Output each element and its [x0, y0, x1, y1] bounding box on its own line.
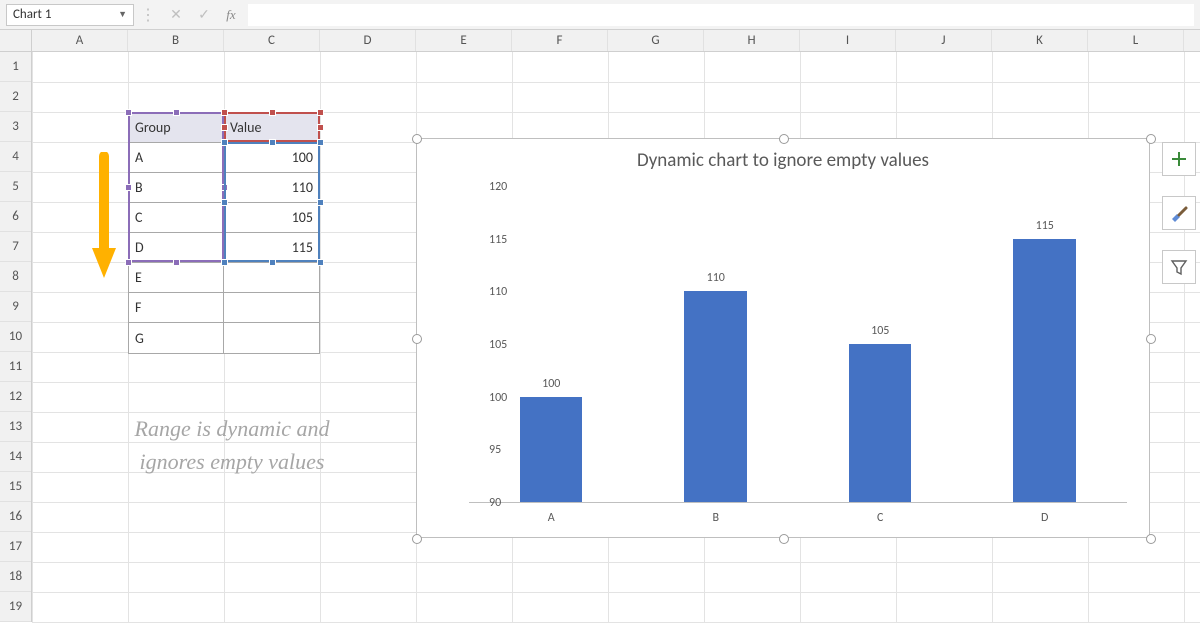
chart-filter-funnel-icon[interactable] [1162, 250, 1196, 284]
row-headers: 12345678910111213141516171819 [0, 52, 32, 622]
chart-resize-handle[interactable] [412, 334, 422, 344]
chart-bar[interactable] [684, 291, 747, 502]
row-header[interactable]: 11 [0, 352, 31, 382]
table-row: A100 [129, 143, 319, 173]
x-category-label: B [712, 511, 719, 525]
row-header[interactable]: 6 [0, 202, 31, 232]
row-header[interactable]: 16 [0, 502, 31, 532]
y-tick-label: 110 [489, 285, 507, 299]
bar-data-label: 110 [707, 271, 725, 285]
chevron-down-icon[interactable]: ▼ [118, 9, 127, 20]
arrow-down-annotation [88, 152, 120, 282]
row-header[interactable]: 2 [0, 82, 31, 112]
name-box[interactable]: Chart 1 ▼ [6, 4, 134, 26]
y-tick-label: 100 [489, 391, 507, 405]
table-cell[interactable]: 105 [224, 203, 319, 233]
table-row: F [129, 293, 319, 323]
table-row: E [129, 263, 319, 293]
chart-bar[interactable] [849, 344, 912, 502]
column-header[interactable]: K [992, 30, 1088, 51]
table-cell[interactable]: 100 [224, 143, 319, 173]
row-header[interactable]: 7 [0, 232, 31, 262]
row-header[interactable]: 15 [0, 472, 31, 502]
bar-data-label: 105 [871, 324, 889, 338]
row-header[interactable]: 1 [0, 52, 31, 82]
row-header[interactable]: 9 [0, 292, 31, 322]
row-header[interactable]: 19 [0, 592, 31, 622]
chart-resize-handle[interactable] [1146, 134, 1156, 144]
table-header-group: Group [129, 113, 224, 143]
divider: ⋮ [134, 5, 162, 25]
column-header[interactable]: G [608, 30, 704, 51]
column-header[interactable]: D [320, 30, 416, 51]
table-cell[interactable]: C [129, 203, 224, 233]
chart-resize-handle[interactable] [412, 534, 422, 544]
chart-resize-handle[interactable] [779, 134, 789, 144]
fx-icon[interactable]: fx [218, 7, 244, 23]
table-cell[interactable] [224, 293, 319, 323]
row-header[interactable]: 12 [0, 382, 31, 412]
row-header[interactable]: 10 [0, 322, 31, 352]
row-header[interactable]: 5 [0, 172, 31, 202]
row-header[interactable]: 8 [0, 262, 31, 292]
row-header[interactable]: 3 [0, 112, 31, 142]
sheet-body: 12345678910111213141516171819 GroupValue… [0, 52, 1200, 622]
column-header[interactable]: B [128, 30, 224, 51]
y-tick-label: 95 [489, 443, 501, 457]
table-cell[interactable]: E [129, 263, 224, 293]
y-tick-label: 115 [489, 233, 507, 247]
column-header[interactable]: C [224, 30, 320, 51]
chart-resize-handle[interactable] [412, 134, 422, 144]
table-row: C105 [129, 203, 319, 233]
formula-input[interactable] [248, 4, 1194, 26]
y-tick-label: 105 [489, 338, 507, 352]
chart-object[interactable]: Dynamic chart to ignore empty values 100… [416, 138, 1150, 538]
table-cell[interactable] [224, 323, 319, 353]
column-header[interactable]: E [416, 30, 512, 51]
table-cell[interactable]: 110 [224, 173, 319, 203]
cell-grid[interactable]: GroupValueA100B110C105D115EFG Range is d… [32, 52, 1200, 622]
table-cell[interactable]: B [129, 173, 224, 203]
chart-resize-handle[interactable] [779, 534, 789, 544]
x-category-label: C [877, 511, 883, 525]
x-category-label: D [1041, 511, 1048, 525]
name-box-value: Chart 1 [13, 7, 51, 22]
row-header[interactable]: 14 [0, 442, 31, 472]
column-header[interactable]: J [896, 30, 992, 51]
select-all-corner[interactable] [0, 30, 32, 51]
table-row: G [129, 323, 319, 353]
column-header[interactable]: H [704, 30, 800, 51]
chart-bar[interactable] [1013, 239, 1076, 502]
cancel-icon[interactable]: ✕ [162, 6, 190, 23]
table-cell[interactable] [224, 263, 319, 293]
bar-data-label: 115 [1036, 219, 1054, 233]
table-cell[interactable]: F [129, 293, 224, 323]
chart-bar[interactable] [520, 397, 583, 502]
data-table: GroupValueA100B110C105D115EFG [128, 112, 320, 354]
chart-resize-handle[interactable] [1146, 534, 1156, 544]
y-tick-label: 120 [489, 180, 507, 194]
row-header[interactable]: 17 [0, 532, 31, 562]
bar-data-label: 100 [542, 377, 560, 391]
column-header[interactable]: A [32, 30, 128, 51]
chart-elements-plus-icon[interactable] [1162, 142, 1196, 176]
row-header[interactable]: 13 [0, 412, 31, 442]
column-header[interactable]: L [1088, 30, 1184, 51]
chart-styles-brush-icon[interactable] [1162, 196, 1196, 230]
chart-resize-handle[interactable] [1146, 334, 1156, 344]
x-category-label: A [548, 511, 555, 525]
caption-text: Range is dynamic and ignores empty value… [132, 412, 332, 478]
chart-plot-area: 100A110B105C115D 9095100105110115120 [469, 187, 1125, 501]
column-headers: ABCDEFGHIJKL [0, 30, 1200, 52]
row-header[interactable]: 4 [0, 142, 31, 172]
y-tick-label: 90 [489, 496, 501, 510]
accept-check-icon[interactable]: ✓ [190, 6, 218, 23]
column-header[interactable]: I [800, 30, 896, 51]
table-cell[interactable]: G [129, 323, 224, 353]
formula-bar: Chart 1 ▼ ⋮ ✕ ✓ fx [0, 0, 1200, 30]
chart-tools [1162, 142, 1198, 304]
row-header[interactable]: 18 [0, 562, 31, 592]
column-header[interactable]: F [512, 30, 608, 51]
table-cell[interactable]: A [129, 143, 224, 173]
